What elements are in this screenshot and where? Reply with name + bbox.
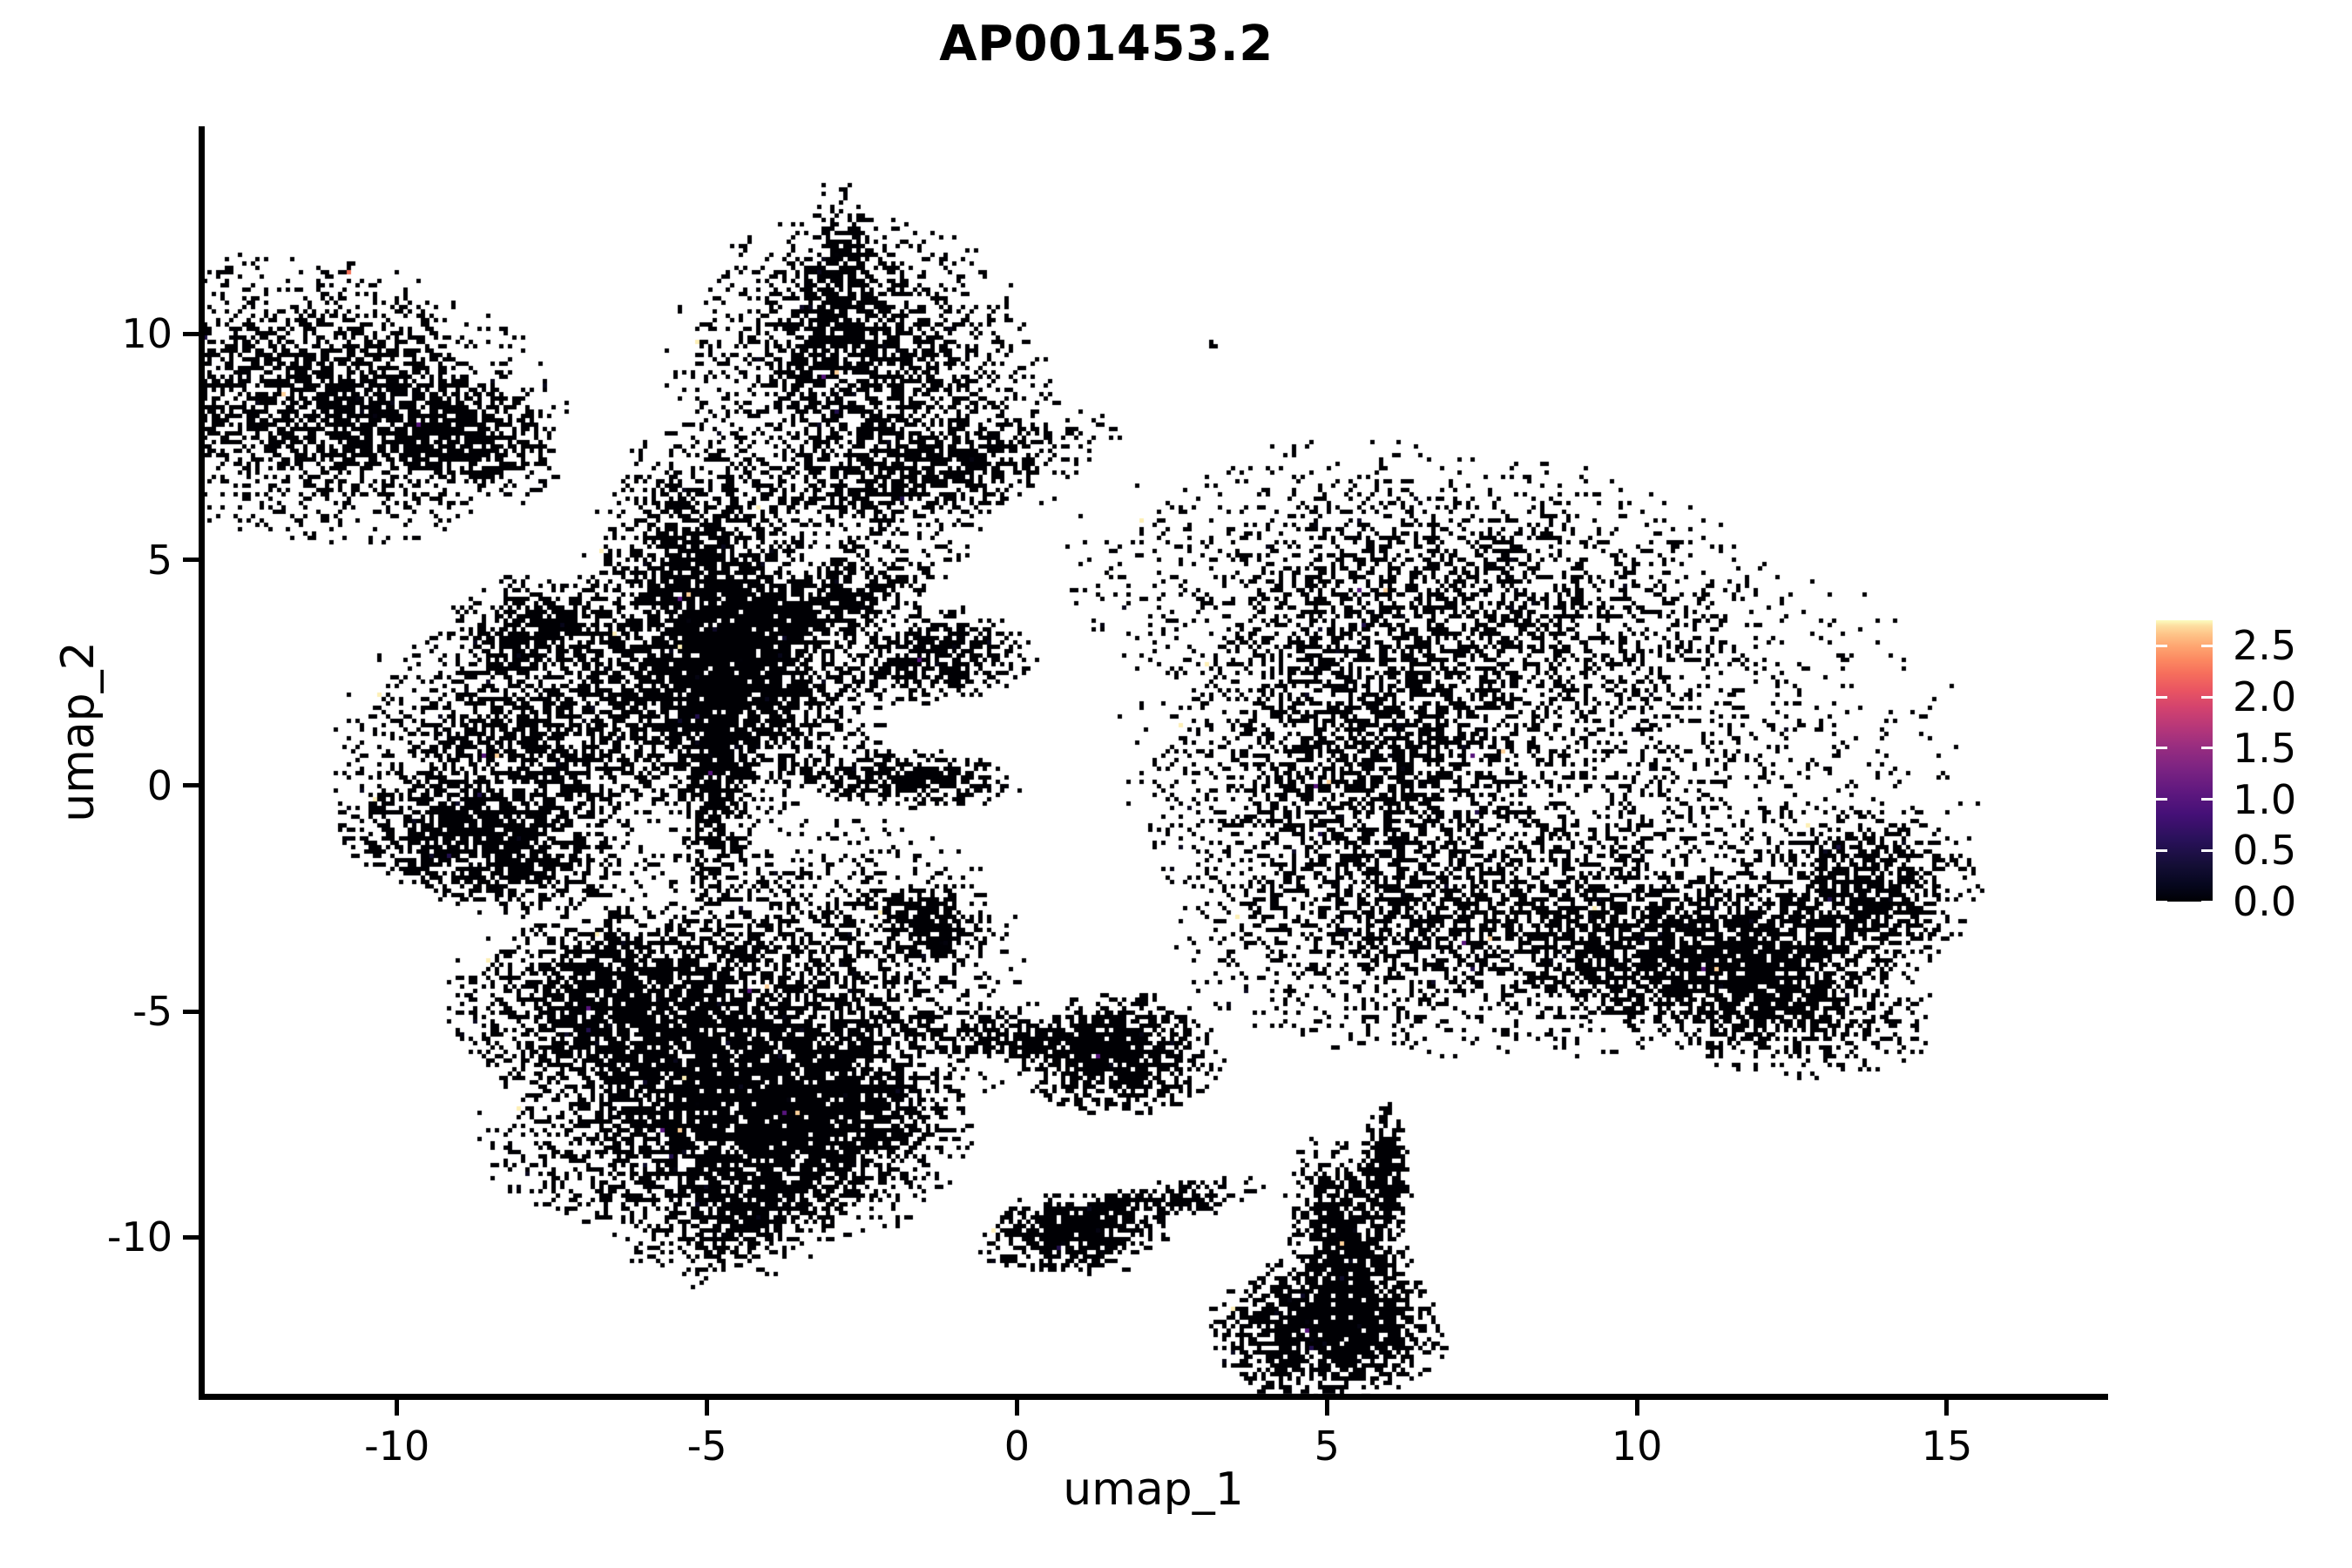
colorbar-tick-label: 0.5 [2233,827,2297,875]
y-tick-mark [183,558,199,563]
x-tick-mark [1014,1400,1019,1416]
colorbar-tick-label: 1.0 [2233,775,2297,823]
colorbar-tick-label: 2.5 [2233,622,2297,670]
y-tick-label: 10 [121,310,172,358]
colorbar-tick-label: 1.5 [2233,724,2297,772]
x-tick-mark [1634,1400,1639,1416]
x-tick-label: 10 [1611,1423,1663,1470]
scatter-points-canvas [199,126,2108,1400]
x-tick-label: 0 [1004,1423,1031,1470]
x-tick-label: 15 [1921,1423,1973,1470]
y-tick-mark [183,783,199,788]
y-axis-spine [199,126,205,1400]
page-title: AP001453.2 [939,16,1274,72]
x-axis-label: umap_1 [1063,1463,1244,1516]
colorbar: 2.5 2.0 1.5 1.0 0.5 0.0 [2156,620,2352,922]
x-axis-spine [199,1394,2108,1400]
x-tick-label: -5 [686,1423,727,1470]
y-tick-label: -10 [106,1213,172,1261]
y-tick-mark [183,1234,199,1240]
y-tick-label: 5 [146,536,172,584]
y-tick-mark [183,331,199,336]
x-tick-mark [1944,1400,1950,1416]
colorbar-tick-label: 2.0 [2233,673,2297,721]
x-tick-mark [1324,1400,1329,1416]
x-tick-label: 5 [1314,1423,1340,1470]
y-tick-mark [183,1009,199,1014]
x-tick-mark [395,1400,400,1416]
x-tick-label: -10 [364,1423,430,1470]
y-tick-label: -5 [132,988,172,1036]
colorbar-tick-label: 0.0 [2233,878,2297,925]
x-tick-mark [705,1400,710,1416]
plot-axes: -10 -5 0 5 10 15 10 5 0 -5 -10 [107,126,2108,1470]
colorbar-gradient [2156,620,2213,902]
y-axis-label: umap_2 [52,641,105,822]
y-tick-label: 0 [146,761,172,809]
